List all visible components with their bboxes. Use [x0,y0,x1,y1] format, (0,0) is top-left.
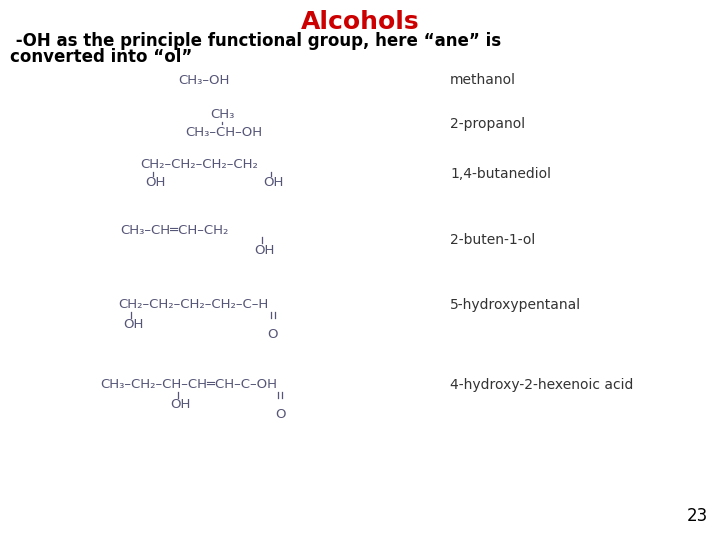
Text: CH₃–CH═CH–CH₂: CH₃–CH═CH–CH₂ [120,224,228,237]
Text: O: O [268,328,278,341]
Text: -OH as the principle functional group, here “ane” is: -OH as the principle functional group, h… [10,32,501,50]
Text: 2-buten-1-ol: 2-buten-1-ol [450,233,535,247]
Text: 5-hydroxypentanal: 5-hydroxypentanal [450,298,581,312]
Text: CH₃–OH: CH₃–OH [178,73,230,86]
Text: Alcohols: Alcohols [301,10,419,34]
Text: CH₃: CH₃ [210,109,234,122]
Text: OH: OH [170,399,190,411]
Text: OH: OH [254,244,274,256]
Text: 2-propanol: 2-propanol [450,117,525,131]
Text: CH₂–CH₂–CH₂–CH₂–C–H: CH₂–CH₂–CH₂–CH₂–C–H [118,299,269,312]
Text: 23: 23 [687,507,708,525]
Text: CH₂–CH₂–CH₂–CH₂: CH₂–CH₂–CH₂–CH₂ [140,159,258,172]
Text: methanol: methanol [450,73,516,87]
Text: O: O [275,408,285,422]
Text: 1,4-butanediol: 1,4-butanediol [450,167,551,181]
Text: OH: OH [263,177,284,190]
Text: 4-hydroxy-2-hexenoic acid: 4-hydroxy-2-hexenoic acid [450,378,634,392]
Text: CH₃–CH–OH: CH₃–CH–OH [185,125,262,138]
Text: CH₃–CH₂–CH–CH═CH–C–OH: CH₃–CH₂–CH–CH═CH–C–OH [100,379,277,392]
Text: OH: OH [145,177,166,190]
Text: converted into “ol”: converted into “ol” [10,48,192,66]
Text: OH: OH [123,319,143,332]
